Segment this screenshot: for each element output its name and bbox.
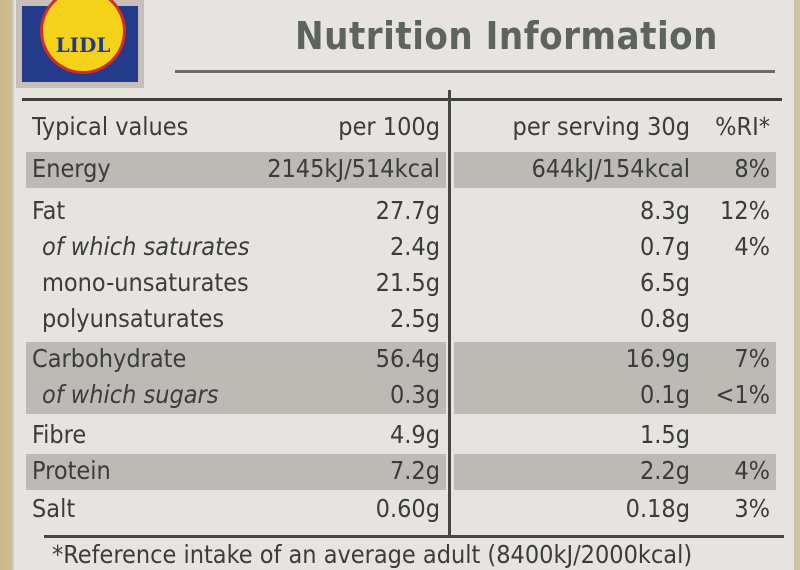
table-row-carbohydrate: Carbohydrate 56.4g 16.9g 7%: [26, 342, 776, 378]
row-serving: 0.8g: [639, 304, 690, 333]
row-label: of which saturates: [42, 232, 250, 261]
row-serving: 1.5g: [639, 420, 690, 449]
row-ri: <1%: [715, 380, 770, 409]
row-ri: 4%: [734, 232, 770, 261]
table-row-saturates: of which saturates 2.4g 0.7g 4%: [26, 230, 776, 266]
row-ri: 3%: [734, 494, 770, 523]
row-per100: 2145kJ/514kcal: [267, 154, 440, 183]
table-row-fibre: Fibre 4.9g 1.5g: [26, 418, 776, 454]
header-ri: %RI*: [715, 112, 770, 141]
table-row-protein: Protein 7.2g 2.2g 4%: [26, 454, 776, 490]
page-title: Nutrition Information: [295, 14, 719, 58]
row-label: Carbohydrate: [32, 344, 187, 373]
reference-intake-footnote: *Reference intake of an average adult (8…: [52, 540, 693, 569]
row-serving: 16.9g: [625, 344, 690, 373]
row-ri: 8%: [734, 154, 770, 183]
table-row-mono-unsaturates: mono-unsaturates 21.5g 6.5g: [26, 266, 776, 302]
row-label: Energy: [32, 154, 111, 183]
row-serving: 644kJ/154kcal: [531, 154, 691, 183]
row-label: of which sugars: [42, 380, 219, 409]
column-divider: [448, 90, 451, 535]
row-label: Fat: [32, 196, 66, 225]
row-serving: 0.7g: [639, 232, 690, 261]
table-row-salt: Salt 0.60g 0.18g 3%: [26, 492, 776, 528]
row-per100: 2.5g: [389, 304, 440, 333]
table-bottom-divider: [44, 535, 784, 538]
title-divider: [175, 70, 775, 73]
header-per-100g: per 100g: [338, 112, 440, 141]
table-row-sugars: of which sugars 0.3g 0.1g <1%: [26, 378, 776, 414]
table-row-energy: Energy 2145kJ/514kcal 644kJ/154kcal 8%: [26, 152, 776, 188]
row-ri: 12%: [720, 196, 770, 225]
table-row-fat: Fat 27.7g 8.3g 12%: [26, 194, 776, 230]
row-serving: 6.5g: [639, 268, 690, 297]
row-label: polyunsaturates: [42, 304, 225, 333]
brand-logo-text: LIDL: [40, 0, 126, 74]
row-label: Fibre: [32, 420, 87, 449]
row-ri: 4%: [734, 456, 770, 485]
row-label: mono-unsaturates: [42, 268, 249, 297]
row-label: Protein: [32, 456, 111, 485]
row-serving: 2.2g: [639, 456, 690, 485]
row-per100: 7.2g: [389, 456, 440, 485]
header-per-serving: per serving 30g: [512, 112, 690, 141]
row-per100: 0.3g: [389, 380, 440, 409]
header-typical-values: Typical values: [32, 112, 189, 141]
row-per100: 27.7g: [375, 196, 440, 225]
row-per100: 0.60g: [375, 494, 440, 523]
row-per100: 4.9g: [389, 420, 440, 449]
table-row-polyunsaturates: polyunsaturates 2.5g 0.8g: [26, 302, 776, 338]
row-serving: 0.1g: [639, 380, 690, 409]
row-per100: 56.4g: [375, 344, 440, 373]
table-header-row: Typical values per 100g per serving 30g …: [26, 110, 776, 146]
row-ri: 7%: [734, 344, 770, 373]
row-per100: 2.4g: [389, 232, 440, 261]
row-label: Salt: [32, 494, 76, 523]
row-serving: 8.3g: [639, 196, 690, 225]
row-serving: 0.18g: [625, 494, 690, 523]
brand-logo: LIDL: [16, 0, 144, 88]
row-per100: 21.5g: [375, 268, 440, 297]
table-top-divider: [22, 98, 782, 101]
